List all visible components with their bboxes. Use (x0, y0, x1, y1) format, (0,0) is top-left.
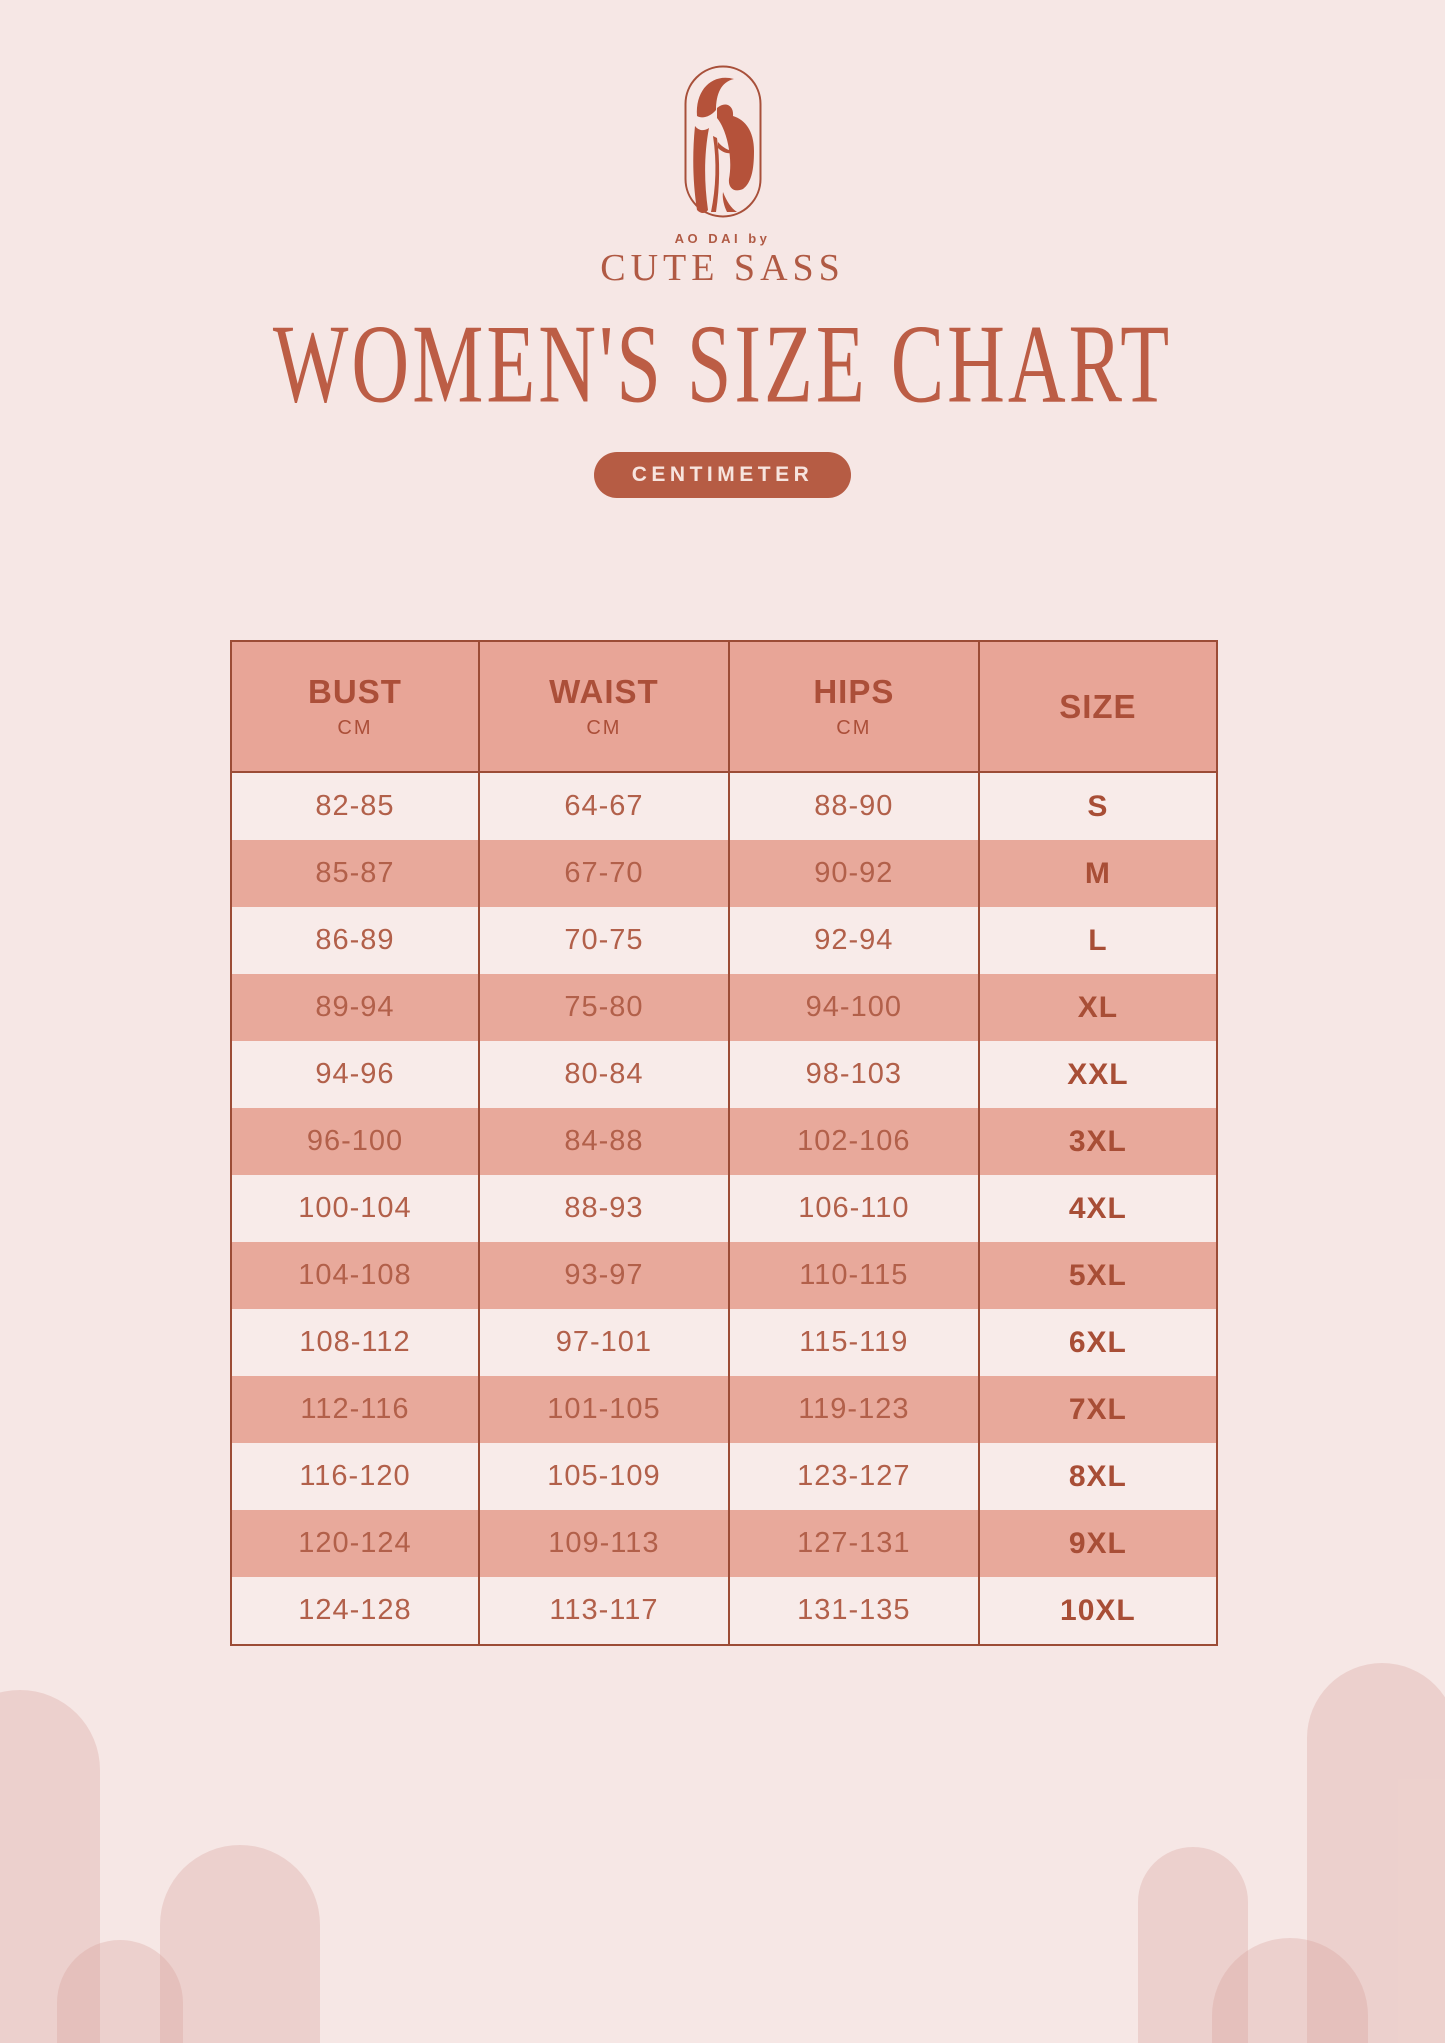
size-value: XL (1077, 990, 1119, 1024)
bust-value: 94-96 (232, 1041, 480, 1108)
size-value: 7XL (1068, 1392, 1127, 1426)
decorative-arch (57, 1940, 183, 2043)
waist-value: 88-93 (480, 1175, 730, 1242)
table-row: 116-120 105-109 123-127 8XL (232, 1443, 1216, 1510)
hips-value: 131-135 (730, 1577, 980, 1644)
decorative-arch (0, 1690, 100, 2043)
woman-figure (692, 77, 754, 213)
size-value: 4XL (1068, 1191, 1127, 1225)
logo-oval-outline (684, 65, 761, 218)
bust-value: 124-128 (232, 1577, 480, 1644)
waist-value: 101-105 (480, 1376, 730, 1443)
table-row: 104-108 93-97 110-115 5XL (232, 1242, 1216, 1309)
decorative-arch (1307, 1663, 1445, 2043)
table-row: 89-94 75-80 94-100 XL (232, 974, 1216, 1041)
waist-value: 67-70 (480, 840, 730, 907)
hips-value: 127-131 (730, 1510, 980, 1577)
size-value: 9XL (1068, 1526, 1127, 1560)
waist-value: 105-109 (480, 1443, 730, 1510)
size-table: BUST CM WAIST CM HIPS CM SIZE 82-85 64-6… (230, 640, 1218, 1646)
page-title: WOMEN'S SIZE CHART (272, 303, 1173, 427)
hips-value: 115-119 (730, 1309, 980, 1376)
table-row: 124-128 113-117 131-135 10XL (232, 1577, 1216, 1644)
table-row: 82-85 64-67 88-90 S (232, 773, 1216, 840)
hips-value: 98-103 (730, 1041, 980, 1108)
table-row: 94-96 80-84 98-103 XXL (232, 1041, 1216, 1108)
bust-value: 96-100 (232, 1108, 480, 1175)
size-value: M (1084, 856, 1111, 890)
bust-value: 82-85 (232, 773, 480, 840)
size-value: S (1087, 789, 1109, 823)
brand-tagline: AO DAI by (674, 231, 771, 246)
bust-value: 112-116 (232, 1376, 480, 1443)
waist-value: 93-97 (480, 1242, 730, 1309)
bust-value: 120-124 (232, 1510, 480, 1577)
header-label: BUST (308, 673, 402, 710)
brand-name: CUTE SASS (600, 247, 845, 289)
bust-value: 100-104 (232, 1175, 480, 1242)
table-row: 120-124 109-113 127-131 9XL (232, 1510, 1216, 1577)
table-row: 100-104 88-93 106-110 4XL (232, 1175, 1216, 1242)
hips-value: 92-94 (730, 907, 980, 974)
header-unit: CM (836, 717, 872, 739)
table-row: 86-89 70-75 92-94 L (232, 907, 1216, 974)
table-row: 112-116 101-105 119-123 7XL (232, 1376, 1216, 1443)
hips-value: 119-123 (730, 1376, 980, 1443)
header-unit: CM (337, 717, 373, 739)
waist-value: 75-80 (480, 974, 730, 1041)
size-value: L (1088, 923, 1108, 957)
waist-value: 84-88 (480, 1108, 730, 1175)
brand-logo-icon (684, 65, 761, 218)
table-header-row: BUST CM WAIST CM HIPS CM SIZE (232, 642, 1216, 773)
bust-value: 86-89 (232, 907, 480, 974)
bust-value: 89-94 (232, 974, 480, 1041)
hips-value: 102-106 (730, 1108, 980, 1175)
header-size: SIZE (980, 642, 1216, 771)
hips-value: 88-90 (730, 773, 980, 840)
hips-value: 94-100 (730, 974, 980, 1041)
bust-value: 85-87 (232, 840, 480, 907)
size-value: 8XL (1068, 1459, 1127, 1493)
hips-value: 123-127 (730, 1443, 980, 1510)
header-unit: CM (586, 717, 622, 739)
decorative-arch (1138, 1847, 1248, 2043)
waist-value: 97-101 (480, 1309, 730, 1376)
header-label: SIZE (1059, 687, 1137, 725)
waist-value: 113-117 (480, 1577, 730, 1644)
table-row: 85-87 67-70 90-92 M (232, 840, 1216, 907)
hips-value: 106-110 (730, 1175, 980, 1242)
size-value: 3XL (1068, 1124, 1127, 1158)
hips-value: 110-115 (730, 1242, 980, 1309)
waist-value: 109-113 (480, 1510, 730, 1577)
bust-value: 108-112 (232, 1309, 480, 1376)
header-label: HIPS (813, 673, 895, 710)
table-row: 96-100 84-88 102-106 3XL (232, 1108, 1216, 1175)
hips-value: 90-92 (730, 840, 980, 907)
table-row: 108-112 97-101 115-119 6XL (232, 1309, 1216, 1376)
size-value: 6XL (1068, 1325, 1127, 1359)
header-bust: BUST CM (232, 642, 480, 771)
header-waist: WAIST CM (480, 642, 730, 771)
unit-badge: CENTIMETER (593, 452, 852, 498)
size-value: 5XL (1068, 1258, 1127, 1292)
waist-value: 80-84 (480, 1041, 730, 1108)
header-label: WAIST (549, 673, 659, 710)
header-hips: HIPS CM (730, 642, 980, 771)
bust-value: 116-120 (232, 1443, 480, 1510)
decorative-arch (160, 1845, 320, 2043)
waist-value: 64-67 (480, 773, 730, 840)
size-value: 10XL (1060, 1593, 1136, 1627)
waist-value: 70-75 (480, 907, 730, 974)
size-value: XXL (1067, 1057, 1129, 1091)
bust-value: 104-108 (232, 1242, 480, 1309)
